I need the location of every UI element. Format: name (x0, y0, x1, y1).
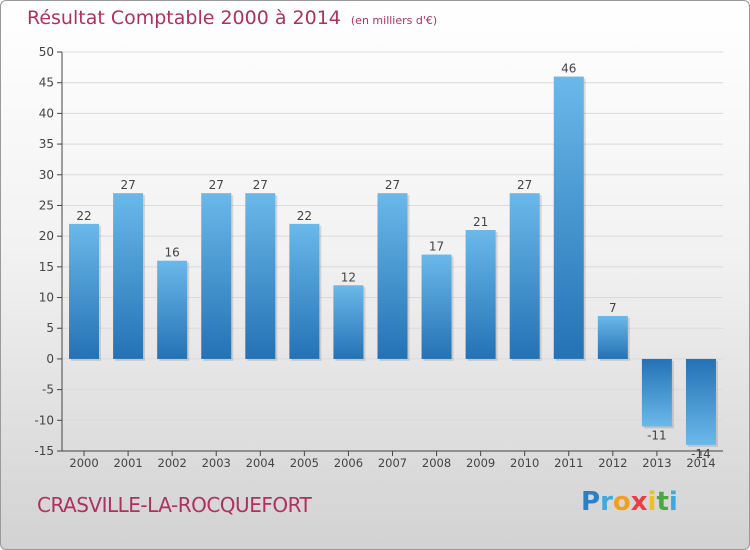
bar (113, 193, 144, 359)
bar-group (333, 285, 366, 361)
x-tick-label: 2006 (334, 456, 363, 470)
bar-group (245, 193, 278, 361)
bar (553, 76, 584, 359)
y-tick-label: 50 (39, 45, 54, 59)
y-tick-label: 45 (39, 76, 54, 90)
bar-group (113, 193, 146, 361)
bar-group (201, 193, 234, 361)
logo-letter: o (612, 487, 631, 517)
bar (245, 193, 276, 359)
bar (641, 358, 672, 427)
x-tick-label: 2004 (246, 456, 275, 470)
bar-value-label: 27 (253, 178, 268, 192)
y-tick-label: 35 (39, 137, 54, 151)
x-tick-label: 2011 (554, 456, 583, 470)
y-tick-label: 10 (39, 291, 54, 305)
x-tick-label: 2008 (422, 456, 451, 470)
bar (157, 260, 188, 359)
bar (333, 285, 364, 359)
x-tick-label: 2007 (378, 456, 407, 470)
bar-group (597, 315, 630, 361)
y-tick-label: 20 (39, 229, 54, 243)
y-tick-label: -10 (34, 413, 54, 427)
bar-group (553, 76, 586, 361)
x-tick-label: 2013 (642, 456, 671, 470)
x-tick-label: 2009 (466, 456, 495, 470)
bar-value-label: 27 (120, 178, 135, 192)
x-tick-label: 2012 (598, 456, 627, 470)
bar (377, 193, 408, 359)
bar (597, 315, 628, 359)
bar-group (685, 358, 718, 447)
bar-value-label: -14 (691, 447, 711, 461)
bar-group (641, 358, 674, 429)
bar-value-label: 12 (341, 270, 356, 284)
logo-letter: r (600, 487, 613, 517)
bar-group (465, 230, 498, 361)
x-tick-label: 2010 (510, 456, 539, 470)
bar (685, 358, 716, 445)
bar (465, 230, 496, 359)
x-tick-label: 2005 (290, 456, 319, 470)
x-tick-label: 2000 (69, 456, 98, 470)
bar (421, 254, 452, 359)
bar-value-label: 21 (473, 215, 488, 229)
y-tick-label: 25 (39, 198, 54, 212)
logo-letter: t (656, 487, 669, 517)
bar (289, 223, 320, 359)
bar-value-label: 27 (385, 178, 400, 192)
logo-letter: x (630, 487, 648, 517)
bar-value-label: 27 (209, 178, 224, 192)
chart-title: Résultat Comptable 2000 à 2014 (en millie… (27, 7, 437, 29)
bar-value-label: 17 (429, 240, 444, 254)
x-tick-label: 2001 (113, 456, 142, 470)
logo-letter: i (647, 487, 657, 517)
x-tick-label: 2014 (686, 456, 715, 470)
y-tick-label: -15 (34, 444, 54, 458)
bar-group (289, 223, 322, 361)
bar (69, 223, 100, 359)
bar-group (377, 193, 410, 361)
bar-value-label: 46 (561, 62, 576, 76)
logo-letter: i (668, 487, 678, 517)
commune-name: CRASVILLE-LA-ROCQUEFORT (37, 493, 312, 517)
bar (509, 193, 540, 359)
proxiti-logo: Proxiti (581, 487, 678, 517)
bar-value-label: 22 (297, 209, 312, 223)
unit-label: (en milliers d'€) (350, 14, 438, 27)
bar-value-label: 22 (76, 209, 91, 223)
y-tick-label: 30 (39, 168, 54, 182)
y-tick-label: 5 (46, 321, 54, 335)
bar-group (421, 254, 454, 361)
bar-value-label: 16 (165, 246, 180, 260)
y-tick-label: 40 (39, 106, 54, 120)
logo-letter: P (581, 487, 601, 517)
y-tick-label: 15 (39, 260, 54, 274)
y-tick-label: 0 (46, 352, 54, 366)
x-tick-label: 2002 (158, 456, 187, 470)
x-tick-label: 2003 (202, 456, 231, 470)
y-tick-label: -5 (42, 383, 54, 397)
bar-value-label: 7 (609, 301, 617, 315)
bar-value-label: 27 (517, 178, 532, 192)
bar-group (157, 260, 190, 361)
bar-group (69, 223, 102, 361)
bar-group (509, 193, 542, 361)
title-text: Résultat Comptable 2000 à 2014 (27, 7, 341, 29)
bar-value-label: -11 (647, 428, 667, 442)
bar (201, 193, 232, 359)
